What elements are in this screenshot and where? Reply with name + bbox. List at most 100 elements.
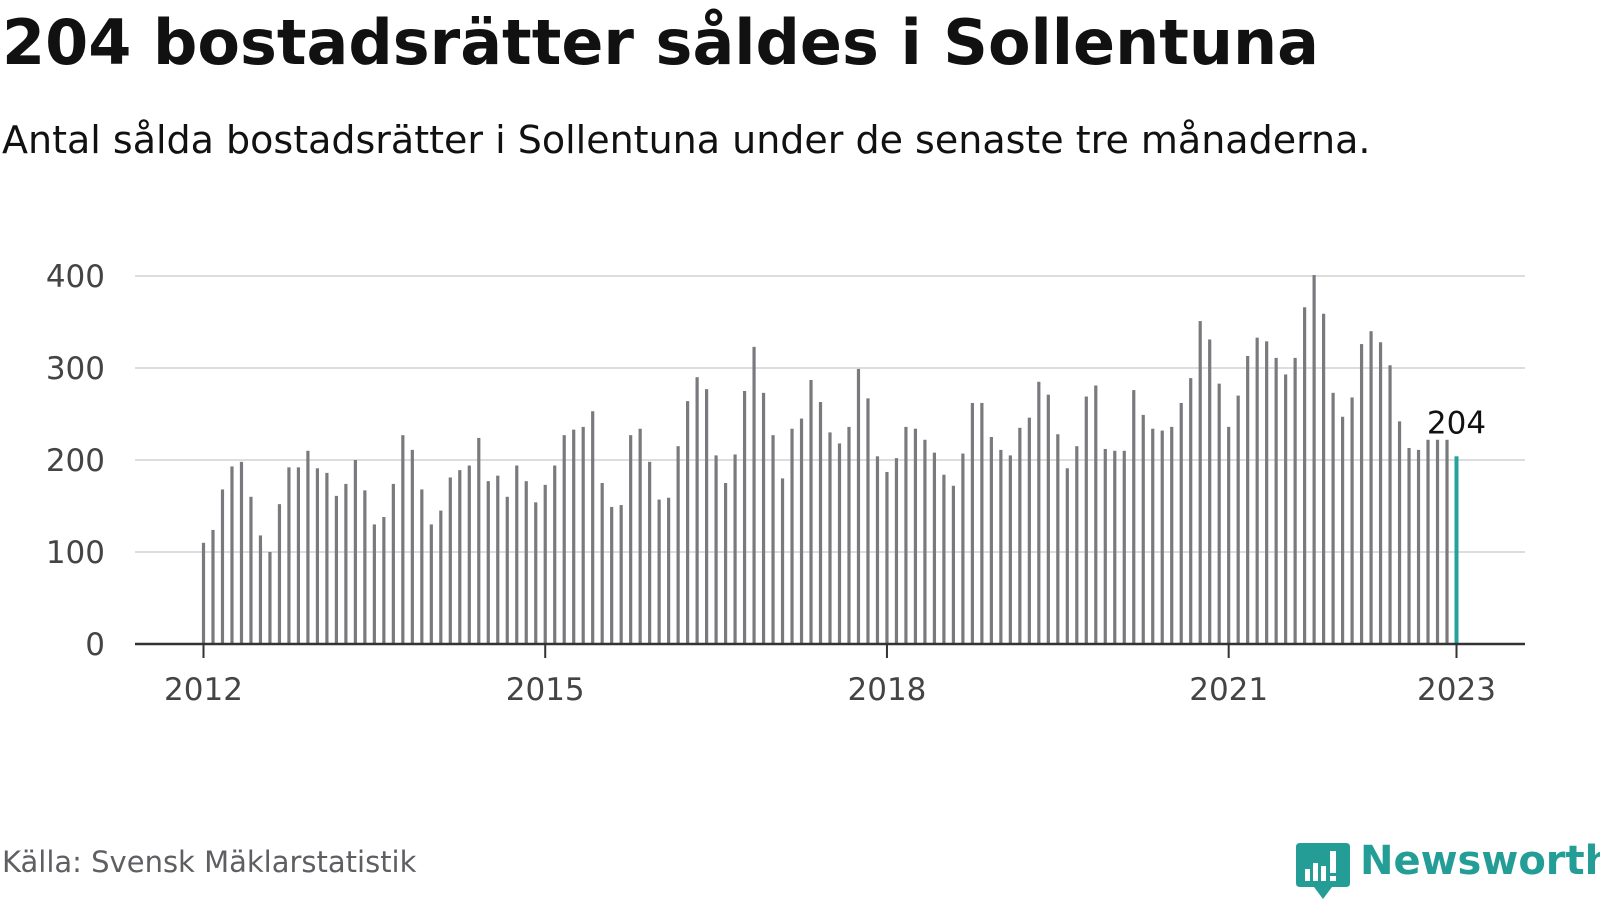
last-value-label: 204 bbox=[1427, 405, 1486, 441]
bar bbox=[1435, 439, 1440, 644]
y-axis-ticks: 0 100 200 300 400 bbox=[46, 259, 105, 663]
bar bbox=[847, 426, 851, 644]
bar bbox=[1407, 448, 1411, 644]
bar bbox=[837, 443, 842, 644]
bar bbox=[913, 428, 918, 644]
x-tick-label: 2018 bbox=[848, 672, 927, 708]
bar bbox=[1065, 468, 1069, 644]
bar bbox=[1103, 448, 1107, 644]
bar bbox=[1151, 428, 1155, 644]
bar bbox=[325, 472, 329, 644]
y-tick-label: 0 bbox=[85, 627, 105, 663]
bar bbox=[1084, 396, 1088, 644]
y-tick-label: 200 bbox=[46, 443, 105, 479]
bar bbox=[391, 483, 395, 644]
chart-subtitle: Antal sålda bostadsrätter i Sollentuna u… bbox=[2, 118, 1371, 162]
bar bbox=[942, 474, 946, 644]
bar bbox=[629, 435, 633, 644]
bar bbox=[818, 402, 823, 644]
bar bbox=[258, 535, 263, 644]
bar bbox=[458, 470, 462, 644]
bar bbox=[1008, 455, 1012, 644]
bar bbox=[610, 506, 614, 644]
bar bbox=[600, 483, 604, 644]
bar bbox=[1179, 402, 1183, 644]
x-tick-label: 2021 bbox=[1189, 672, 1268, 708]
bar bbox=[856, 368, 861, 644]
bar bbox=[951, 485, 956, 644]
bar bbox=[932, 452, 937, 644]
bars bbox=[201, 275, 1459, 644]
bar bbox=[961, 453, 965, 644]
bar bbox=[1255, 337, 1259, 644]
bar bbox=[543, 484, 547, 644]
bar bbox=[1198, 321, 1202, 644]
bar bbox=[799, 418, 804, 644]
bar bbox=[581, 426, 585, 644]
bar bbox=[1160, 430, 1164, 644]
bar bbox=[704, 389, 709, 644]
bar bbox=[1189, 378, 1193, 644]
bar bbox=[686, 401, 690, 644]
bar bbox=[885, 471, 889, 644]
bar bbox=[875, 456, 880, 644]
bar bbox=[591, 411, 595, 644]
newsworthy-logo-icon bbox=[1296, 843, 1350, 899]
bar bbox=[420, 489, 424, 644]
bar bbox=[1246, 356, 1250, 644]
bar bbox=[230, 466, 234, 644]
bar bbox=[429, 524, 433, 644]
bar bbox=[439, 510, 443, 644]
bar bbox=[496, 475, 500, 644]
bar bbox=[657, 499, 661, 644]
bar bbox=[534, 502, 538, 644]
bar bbox=[1359, 344, 1364, 644]
source-note: Källa: Svensk Mäklarstatistik bbox=[2, 845, 417, 879]
bar bbox=[742, 391, 747, 644]
bar-highlight bbox=[1454, 456, 1459, 644]
bar bbox=[382, 517, 386, 644]
bar bbox=[1331, 392, 1335, 644]
bar bbox=[866, 398, 870, 644]
x-tick-label: 2012 bbox=[164, 672, 243, 708]
bar bbox=[714, 455, 718, 644]
bar bbox=[1094, 385, 1098, 644]
brand-name: Newsworthy bbox=[1360, 838, 1600, 884]
bar bbox=[353, 460, 357, 644]
bar bbox=[1208, 339, 1212, 644]
bar bbox=[676, 446, 680, 644]
bar bbox=[1018, 427, 1022, 644]
bar bbox=[1274, 357, 1278, 644]
bar bbox=[1056, 434, 1060, 644]
bar bbox=[989, 437, 993, 644]
bar bbox=[1303, 307, 1307, 644]
bar bbox=[667, 497, 671, 644]
bar bbox=[780, 478, 785, 644]
chart-title: 204 bostadsrätter såldes i Sollentuna bbox=[2, 6, 1319, 79]
bar bbox=[1227, 426, 1231, 644]
bar bbox=[505, 496, 509, 644]
bar bbox=[970, 402, 974, 644]
bar bbox=[306, 450, 310, 644]
bar bbox=[220, 489, 225, 644]
bar bbox=[277, 504, 282, 644]
bar bbox=[648, 461, 652, 644]
bar bbox=[1132, 390, 1136, 644]
x-tick-label: 2015 bbox=[506, 672, 585, 708]
bar bbox=[1397, 421, 1402, 644]
bar bbox=[828, 432, 832, 644]
bar bbox=[315, 468, 320, 644]
bar bbox=[980, 402, 984, 644]
bar bbox=[515, 465, 519, 644]
bar bbox=[211, 529, 215, 644]
bar bbox=[1122, 450, 1126, 644]
bar bbox=[1445, 439, 1449, 644]
bar bbox=[1037, 381, 1041, 644]
bar bbox=[1293, 357, 1297, 644]
bar bbox=[334, 495, 338, 644]
bar bbox=[553, 465, 557, 644]
bar bbox=[372, 524, 376, 644]
bar bbox=[809, 379, 813, 644]
bar bbox=[562, 435, 566, 644]
